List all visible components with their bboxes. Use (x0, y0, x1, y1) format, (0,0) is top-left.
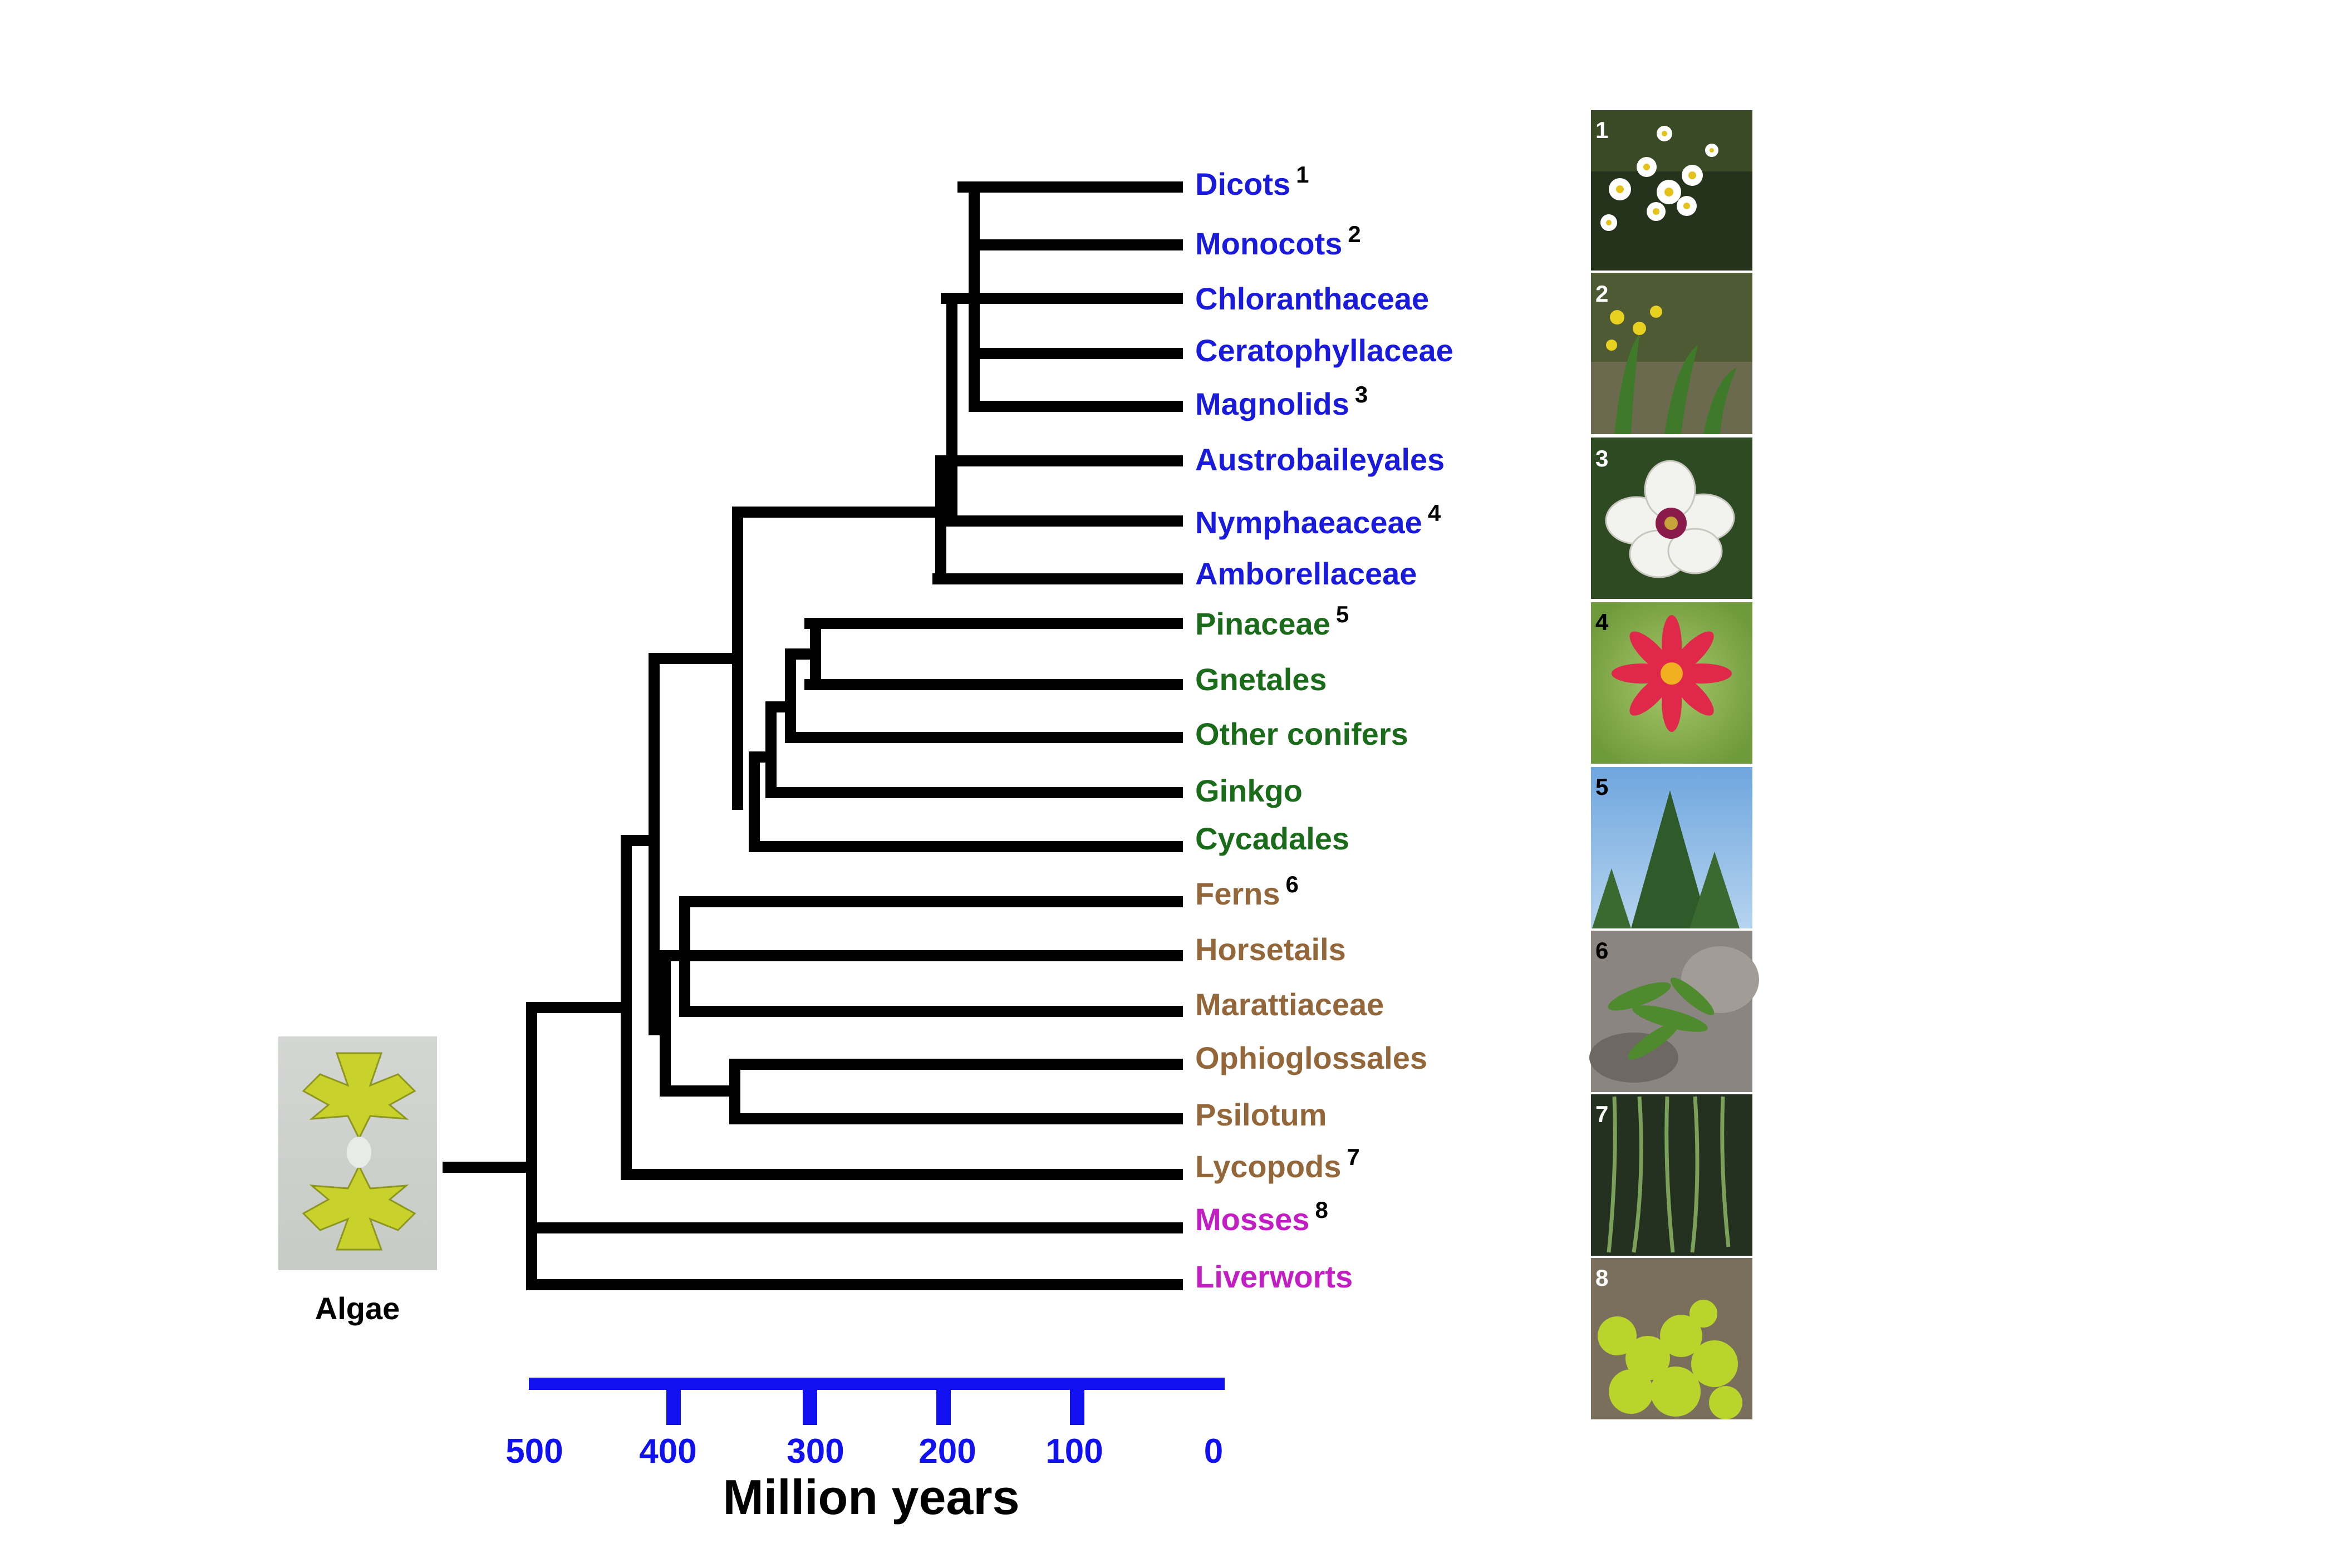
photo-6-fern (1589, 931, 1759, 1092)
photo-strip: 1 2 3 4 5 6 7 8 (1589, 110, 1759, 1419)
internal-branches (443, 181, 985, 1290)
photo-number-7: 7 (1595, 1101, 1608, 1127)
algae-label: Algae (315, 1291, 400, 1326)
photo-reference-number: 1 (1296, 161, 1309, 188)
photo-2-orchids (1591, 273, 1752, 434)
tick-label-500: 500 (505, 1432, 563, 1471)
taxon-label: Gnetales (1195, 662, 1327, 697)
taxon-label: Nymphaeaceae 4 (1195, 500, 1441, 540)
photo-number-4: 4 (1595, 609, 1609, 635)
photo-3-magnolia (1591, 438, 1752, 599)
photo-5-spruce (1591, 767, 1752, 928)
taxon-label: Ferns 6 (1195, 871, 1299, 911)
tick-label-300: 300 (787, 1432, 844, 1471)
taxon-label: Cycadales (1195, 821, 1349, 856)
taxon-label: Lycopods 7 (1195, 1144, 1360, 1184)
photo-number-6: 6 (1595, 937, 1608, 964)
taxon-label: Ceratophyllaceae (1195, 333, 1453, 368)
leaf-branches (526, 181, 1183, 1290)
photo-number-3: 3 (1595, 445, 1608, 471)
taxon-label: Austrobaileyales (1195, 442, 1445, 477)
photo-1-daisies (1591, 110, 1752, 271)
photo-reference-number: 7 (1347, 1144, 1359, 1170)
taxon-label: Monocots 2 (1195, 221, 1361, 261)
photo-number-5: 5 (1595, 774, 1608, 800)
taxon-label: Ginkgo (1195, 773, 1303, 808)
taxon-label: Other conifers (1195, 716, 1408, 751)
taxon-labels: Dicots 1 Monocots 2 Chloranthaceae Ceratophyl… (1195, 161, 1453, 1294)
taxon-label: Liverworts (1195, 1259, 1353, 1294)
taxon-label: Marattiaceae (1195, 987, 1384, 1022)
taxon-label: Mosses 8 (1195, 1197, 1328, 1237)
algae-image (278, 1036, 437, 1270)
photo-number-1: 1 (1595, 117, 1608, 143)
photo-reference-number: 4 (1428, 500, 1441, 526)
photo-reference-number: 5 (1336, 601, 1349, 627)
taxon-label: Psilotum (1195, 1097, 1327, 1132)
time-axis: 500 400 300 200 100 0 Million years (505, 1378, 1225, 1525)
photo-8-moss (1591, 1258, 1752, 1419)
tick-label-100: 100 (1045, 1432, 1103, 1471)
photo-reference-number: 8 (1315, 1197, 1328, 1223)
phylogenetic-tree (443, 181, 1183, 1290)
taxon-label: Dicots 1 (1195, 161, 1309, 201)
taxon-label: Magnolids 3 (1195, 381, 1368, 421)
photo-reference-number: 3 (1355, 381, 1368, 407)
taxon-label: Horsetails (1195, 932, 1346, 967)
taxon-label: Amborellaceae (1195, 556, 1417, 591)
photo-reference-number: 6 (1286, 871, 1299, 897)
photo-reference-number: 2 (1348, 221, 1360, 247)
photo-4-water-lily (1591, 602, 1752, 764)
tick-label-400: 400 (639, 1432, 696, 1471)
tick-label-0: 0 (1204, 1432, 1223, 1471)
taxon-label: Chloranthaceae (1195, 281, 1429, 316)
tick-label-200: 200 (919, 1432, 976, 1471)
photo-7-lycopod (1591, 1094, 1752, 1256)
photo-number-8: 8 (1595, 1265, 1608, 1291)
axis-title: Million years (723, 1469, 1019, 1525)
taxon-label: Ophioglossales (1195, 1040, 1427, 1075)
photo-number-2: 2 (1595, 281, 1608, 307)
taxon-label: Pinaceae 5 (1195, 601, 1349, 641)
